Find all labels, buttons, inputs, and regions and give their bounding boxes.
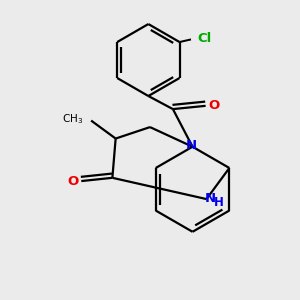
Text: O: O — [68, 175, 79, 188]
Text: H: H — [214, 196, 224, 209]
Text: N: N — [205, 192, 216, 205]
Text: CH$_3$: CH$_3$ — [62, 112, 83, 126]
Text: Cl: Cl — [197, 32, 212, 45]
Text: O: O — [208, 99, 219, 112]
Text: N: N — [186, 139, 197, 152]
